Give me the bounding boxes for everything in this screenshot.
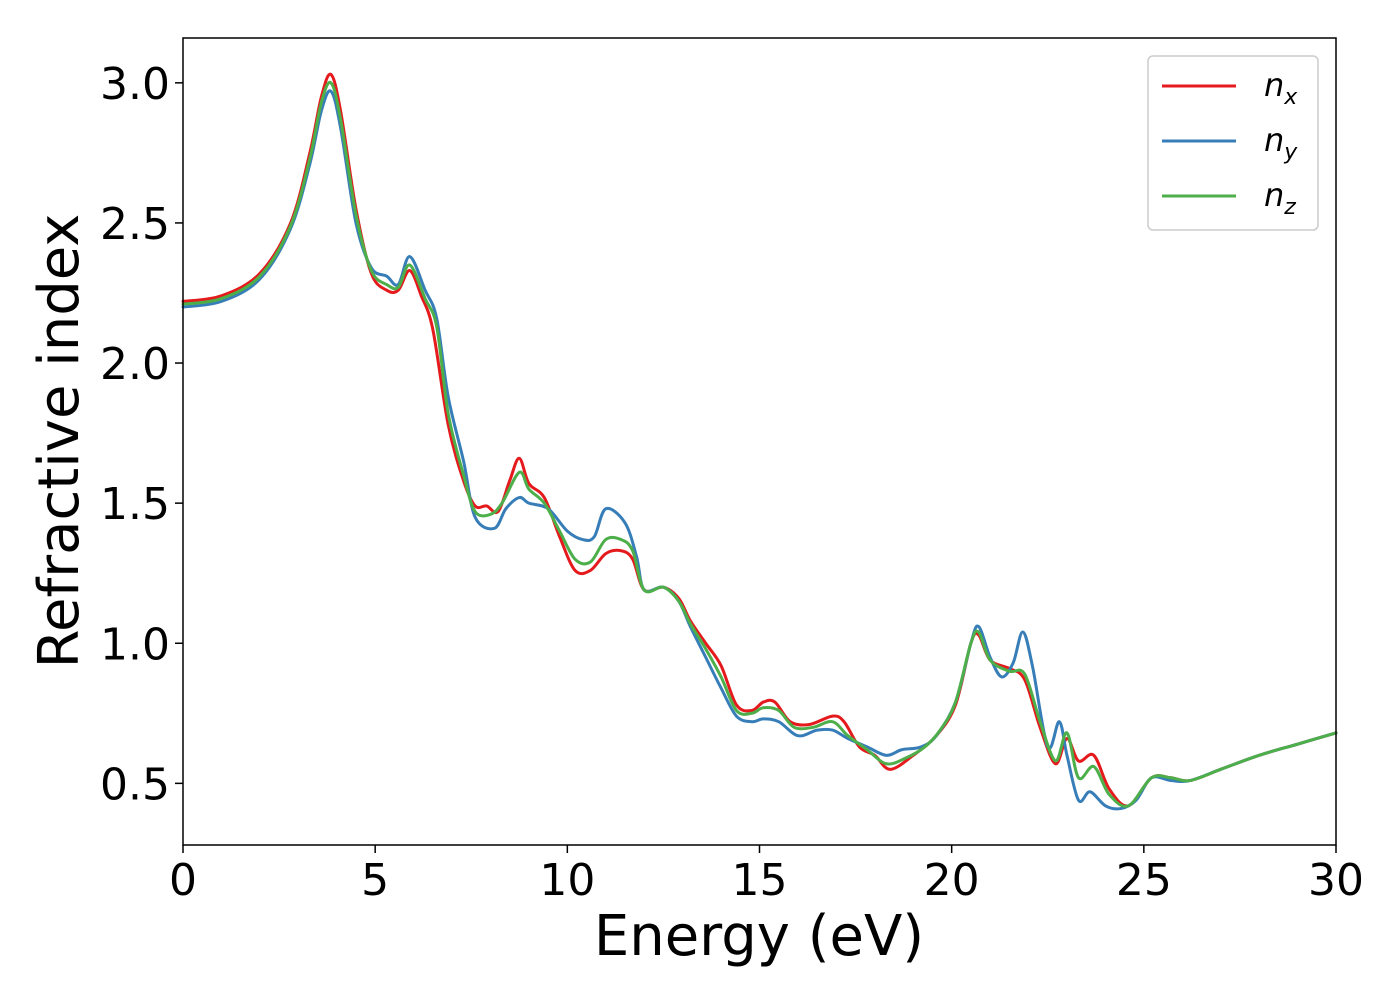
legend: nx ny nz — [1147, 55, 1319, 231]
y-tick-label: 3.0 — [100, 59, 170, 110]
series-layer — [181, 72, 1338, 811]
x-tick-label: 0 — [169, 855, 197, 906]
legend-label-n-x: nx — [1264, 66, 1298, 110]
legend-label-n-z: nz — [1264, 176, 1296, 220]
legend-box — [1147, 55, 1319, 231]
y-tick-label: 1.0 — [100, 619, 170, 670]
legend-label-n-y: ny — [1264, 121, 1298, 165]
x-tick-label: 30 — [1308, 855, 1364, 906]
y-tick-label: 2.5 — [100, 199, 170, 250]
y-tick-label: 1.5 — [100, 479, 170, 530]
x-tick-label: 25 — [1116, 855, 1172, 906]
x-tick-label: 5 — [361, 855, 389, 906]
series-line-n-y — [181, 89, 1338, 811]
y-tick-label: 0.5 — [100, 759, 170, 810]
y-axis-label: Refractive index — [27, 214, 92, 669]
x-tick-label: 20 — [924, 855, 980, 906]
x-tick-label: 15 — [732, 855, 788, 906]
x-axis-label: Energy (eV) — [594, 904, 924, 969]
y-tick-label: 2.0 — [100, 339, 170, 390]
x-axis-ticks: 0 5 10 15 20 25 30 — [169, 845, 1364, 906]
y-axis-ticks: 0.5 1.0 1.5 2.0 2.5 3.0 — [100, 59, 183, 810]
series-line-n-z — [181, 80, 1338, 808]
x-tick-label: 10 — [539, 855, 595, 906]
